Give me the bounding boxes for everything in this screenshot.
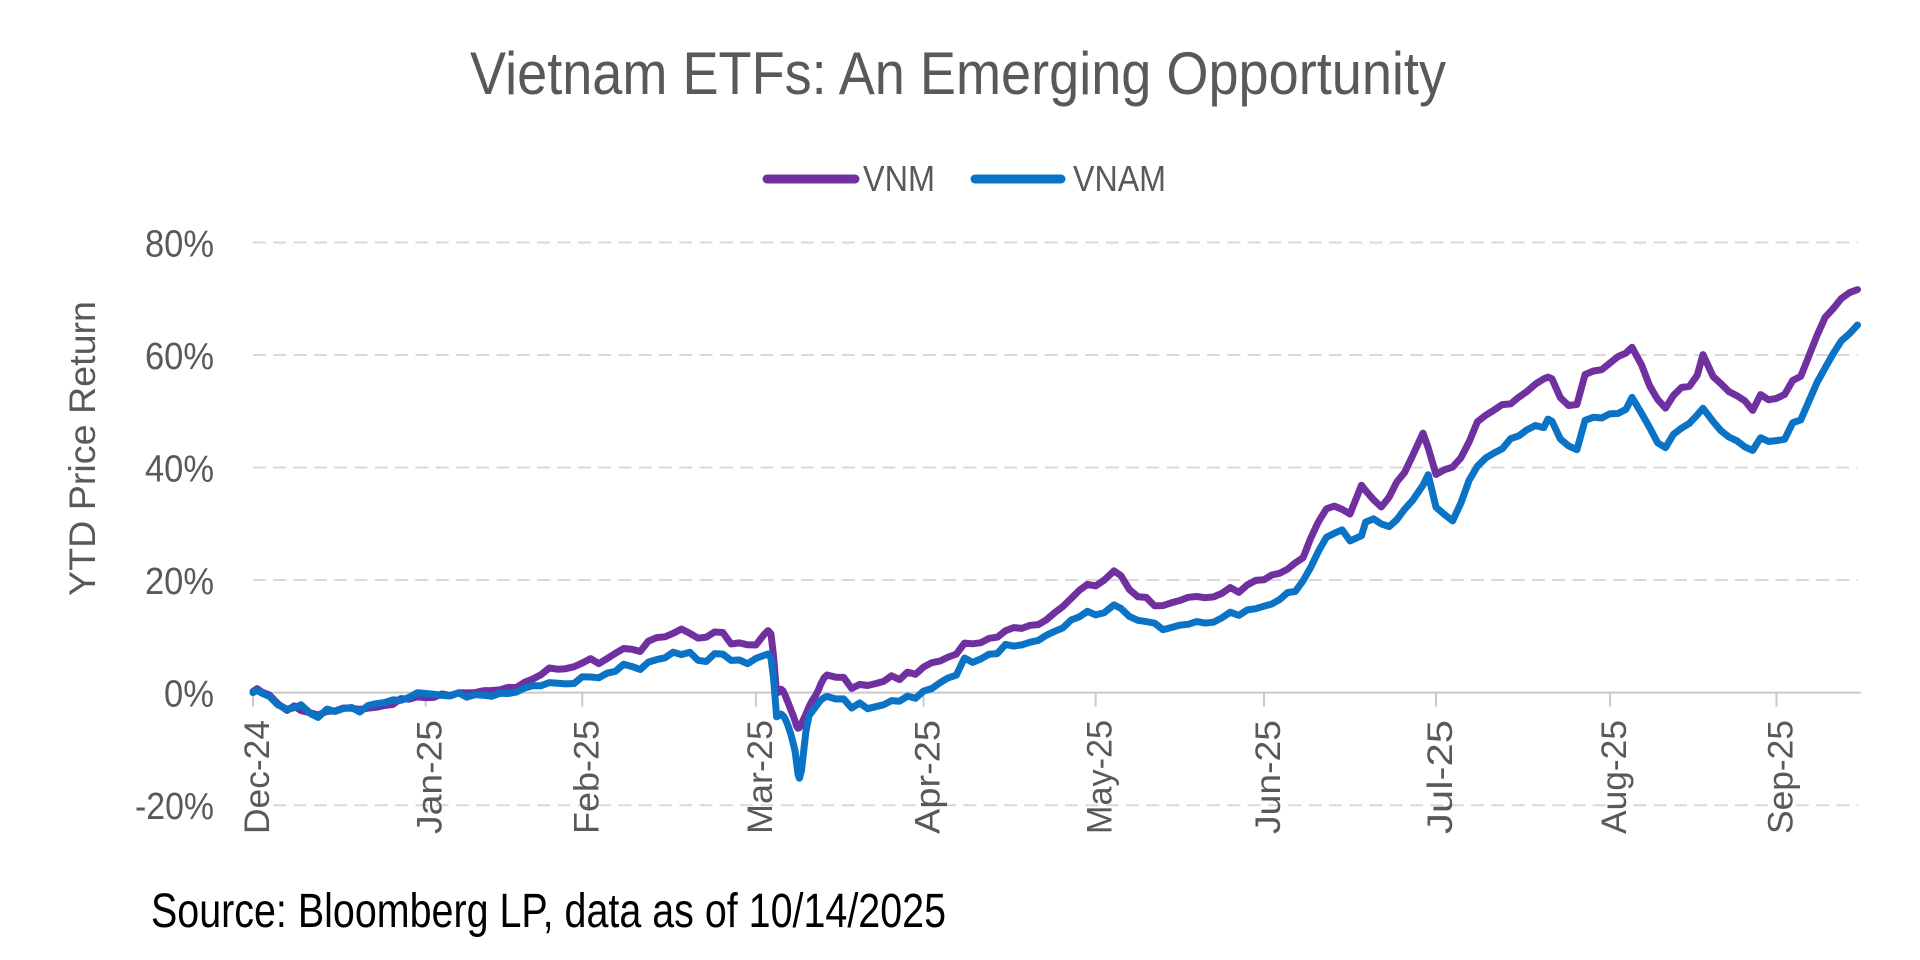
- svg-text:May-25: May-25: [1081, 720, 1120, 834]
- svg-text:Jun-25: Jun-25: [1249, 720, 1288, 834]
- svg-text:20%: 20%: [145, 561, 214, 603]
- svg-text:Source: Bloomberg LP, data as: Source: Bloomberg LP, data as of 10/14/2…: [151, 885, 946, 938]
- svg-text:Feb-25: Feb-25: [567, 720, 606, 834]
- svg-text:Jan-25: Jan-25: [411, 720, 450, 834]
- svg-text:80%: 80%: [145, 224, 214, 266]
- svg-text:Mar-25: Mar-25: [741, 720, 780, 834]
- svg-text:Aug-25: Aug-25: [1595, 720, 1634, 834]
- svg-text:0%: 0%: [164, 674, 214, 716]
- svg-text:60%: 60%: [145, 336, 214, 378]
- svg-text:YTD Price Return: YTD Price Return: [62, 301, 103, 596]
- svg-text:Vietnam ETFs: An Emerging Oppo: Vietnam ETFs: An Emerging Opportunity: [470, 40, 1446, 107]
- svg-text:Jul-25: Jul-25: [1421, 720, 1460, 834]
- svg-text:40%: 40%: [145, 449, 214, 491]
- svg-text:VNAM: VNAM: [1073, 158, 1166, 199]
- svg-text:Apr-25: Apr-25: [909, 720, 948, 834]
- svg-text:Dec-24: Dec-24: [238, 720, 277, 834]
- svg-text:VNM: VNM: [863, 158, 935, 199]
- svg-text:-20%: -20%: [135, 786, 214, 828]
- svg-text:Sep-25: Sep-25: [1762, 720, 1801, 834]
